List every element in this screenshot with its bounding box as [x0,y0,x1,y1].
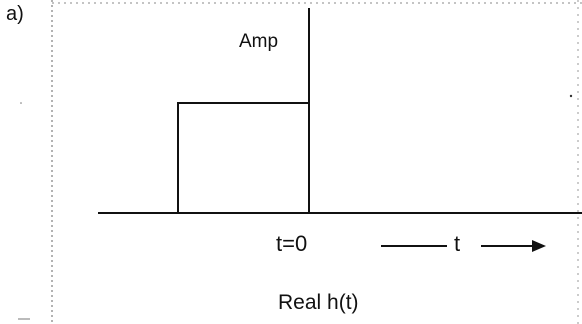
t-arrowhead-icon [532,240,546,252]
origin-label: t=0 [276,231,308,256]
pulse-waveform [177,102,309,213]
diagram-caption: Real h(t) [278,291,359,314]
scan-dot [20,102,22,104]
amplitude-label: Amp [239,31,279,52]
time-label: t [454,231,461,256]
scan-dot [569,94,573,98]
panel-label: a) [6,3,24,25]
